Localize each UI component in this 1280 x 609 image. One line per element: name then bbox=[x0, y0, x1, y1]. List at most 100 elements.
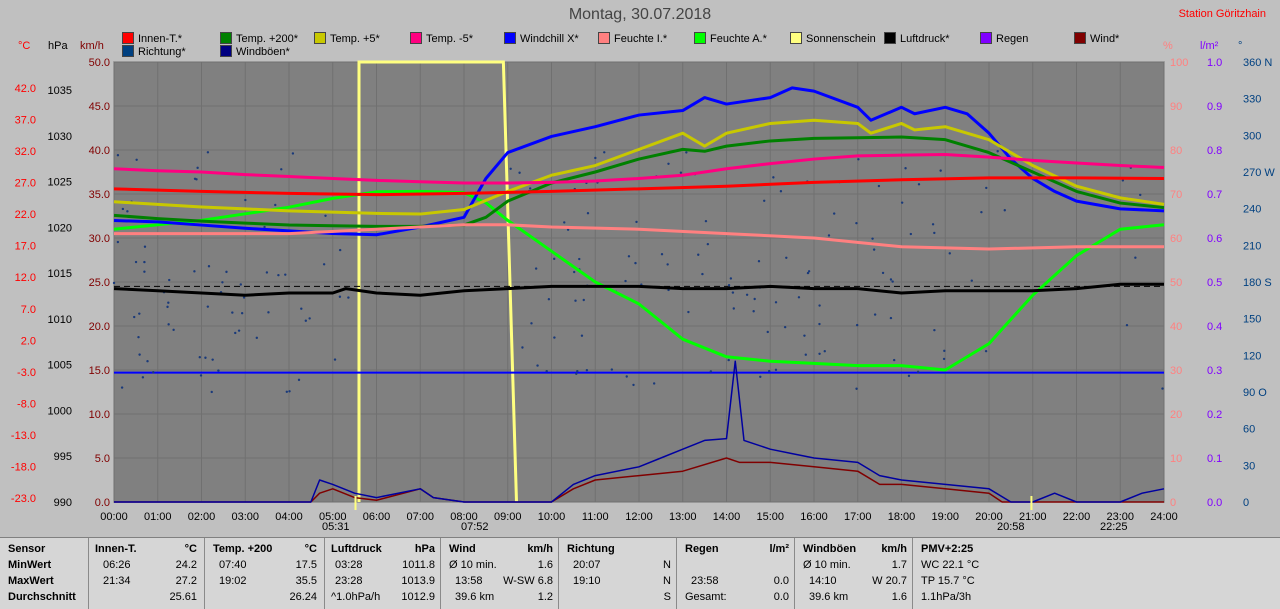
legend-swatch bbox=[694, 32, 706, 44]
temp-tick-label: 42.0 bbox=[15, 83, 36, 95]
direction-point bbox=[687, 310, 690, 314]
temp-tick-label: 12.0 bbox=[15, 272, 36, 284]
stats-boeen-max-value: W 20.7 bbox=[872, 575, 907, 587]
x-tick-label: 19:00 bbox=[931, 511, 959, 523]
direction-point bbox=[308, 317, 311, 320]
direction-point bbox=[797, 296, 801, 299]
temp-tick-label: 32.0 bbox=[15, 146, 36, 158]
direction-point bbox=[204, 356, 207, 359]
direction-point bbox=[116, 240, 120, 244]
legend-swatch bbox=[980, 32, 992, 44]
direction-point bbox=[138, 353, 141, 356]
hum-axis-unit: % bbox=[1163, 40, 1173, 52]
x-tick-label: 22:00 bbox=[1063, 511, 1091, 523]
press-tick-label: 1035 bbox=[48, 85, 72, 97]
stats-boeen-unit: km/h bbox=[881, 543, 907, 555]
x-tick-label: 06:00 bbox=[363, 511, 391, 523]
stats-innen-col: Innen-T. °C 06:26 24.2 21:34 27.2 25.61 bbox=[88, 538, 205, 609]
legend-item: Sonnenschein bbox=[790, 32, 876, 45]
legend-swatch bbox=[410, 32, 422, 44]
direction-point bbox=[594, 156, 597, 160]
stats-innen-max-value: 27.2 bbox=[175, 575, 197, 587]
stats-boeen-avg: 1.6 bbox=[891, 591, 907, 603]
direction-point bbox=[704, 219, 708, 223]
press-tick-label: 1000 bbox=[48, 405, 72, 417]
direction-point bbox=[126, 210, 129, 213]
wind-tick-label: 25.0 bbox=[89, 277, 110, 289]
legend-item: Feuchte I.* bbox=[598, 32, 667, 45]
direction-point bbox=[1134, 256, 1137, 259]
direction-point bbox=[701, 272, 704, 276]
direction-point bbox=[297, 378, 301, 382]
rain-tick-label: 0.8 bbox=[1207, 145, 1222, 157]
direction-point bbox=[196, 166, 199, 170]
hum-tick-label: 80 bbox=[1170, 145, 1182, 157]
direction-point bbox=[221, 281, 224, 284]
x-tick-label: 04:00 bbox=[275, 511, 303, 523]
hum-tick-label: 70 bbox=[1170, 189, 1182, 201]
stats-temp-unit: °C bbox=[304, 543, 317, 555]
press-tick-label: 1005 bbox=[48, 360, 72, 372]
legend-swatch bbox=[220, 32, 232, 44]
sunrise-label: 05:31 bbox=[322, 521, 350, 533]
direction-point bbox=[137, 335, 140, 339]
rain-tick-label: 0.6 bbox=[1207, 233, 1222, 245]
direction-point bbox=[521, 346, 524, 349]
direction-point bbox=[168, 278, 171, 282]
stats-wind-max-time: 13:58 bbox=[455, 575, 483, 587]
direction-point bbox=[566, 228, 570, 231]
legend-swatch bbox=[598, 32, 610, 44]
direction-point bbox=[553, 336, 556, 339]
series-line-windb-en- bbox=[114, 360, 1165, 503]
stats-temp-header: Temp. +200 bbox=[213, 543, 273, 555]
rain-tick-label: 0.9 bbox=[1207, 101, 1222, 113]
stats-wind-col: Wind km/h Ø 10 min. 1.6 13:58 W-SW 6.8 3… bbox=[440, 538, 559, 609]
direction-point bbox=[877, 184, 881, 188]
direction-point bbox=[766, 330, 769, 334]
direction-point bbox=[582, 298, 585, 302]
legend-item: Temp. +5* bbox=[314, 32, 380, 45]
x-tick-label: 11:00 bbox=[582, 511, 609, 523]
direction-point bbox=[652, 382, 656, 385]
direction-point bbox=[146, 360, 149, 363]
stats-panel: Sensor MinWert MaxWert Durchschnitt Inne… bbox=[0, 537, 1280, 609]
dir-tick-label: 60 bbox=[1243, 424, 1255, 436]
x-tick-label: 15:00 bbox=[756, 511, 784, 523]
series-line-temp-5- bbox=[113, 118, 1165, 216]
stats-boeen-col: Windböen km/h Ø 10 min. 1.7 14:10 W 20.7… bbox=[794, 538, 913, 609]
direction-point bbox=[338, 295, 342, 298]
direction-point bbox=[152, 371, 155, 374]
direction-point bbox=[580, 334, 584, 337]
series-line-temp-200- bbox=[113, 135, 1165, 228]
direction-point bbox=[603, 151, 606, 154]
rain-tick-label: 0.5 bbox=[1207, 277, 1222, 289]
wind-tick-label: 50.0 bbox=[89, 57, 110, 69]
direction-point bbox=[237, 329, 241, 332]
hum-tick-label: 60 bbox=[1170, 233, 1182, 245]
legend-item: Temp. +200* bbox=[220, 32, 298, 45]
stats-boeen-min-value: 1.7 bbox=[891, 559, 907, 571]
x-tick-label: 00:00 bbox=[100, 511, 128, 523]
weather-chart: 00:00 01:00 02:00 03:00 04:00 05:00 06:00 07:00… bbox=[11, 57, 1275, 523]
direction-point bbox=[917, 183, 921, 186]
x-tick-label: 09:00 bbox=[494, 511, 522, 523]
direction-point bbox=[803, 334, 806, 337]
wind-tick-label: 20.0 bbox=[89, 321, 110, 333]
legend-item: Wind* bbox=[1074, 32, 1119, 45]
wind-tick-label: 30.0 bbox=[89, 233, 110, 245]
dir-tick-label: 300 bbox=[1243, 130, 1261, 142]
temp-tick-label: 27.0 bbox=[15, 178, 36, 190]
stats-wind-header: Wind bbox=[449, 543, 476, 555]
dir-tick-label: 210 bbox=[1243, 240, 1261, 252]
direction-point bbox=[167, 301, 170, 304]
stats-boeen-max-time: 14:10 bbox=[809, 575, 837, 587]
direction-point bbox=[627, 255, 631, 258]
direction-point bbox=[143, 245, 147, 248]
direction-point bbox=[804, 353, 807, 356]
direction-point bbox=[1121, 179, 1125, 182]
direction-point bbox=[706, 242, 710, 246]
rain-axis-unit: l/m² bbox=[1200, 40, 1219, 52]
direction-point bbox=[285, 390, 289, 393]
direction-point bbox=[1003, 209, 1006, 212]
direction-point bbox=[553, 257, 556, 261]
